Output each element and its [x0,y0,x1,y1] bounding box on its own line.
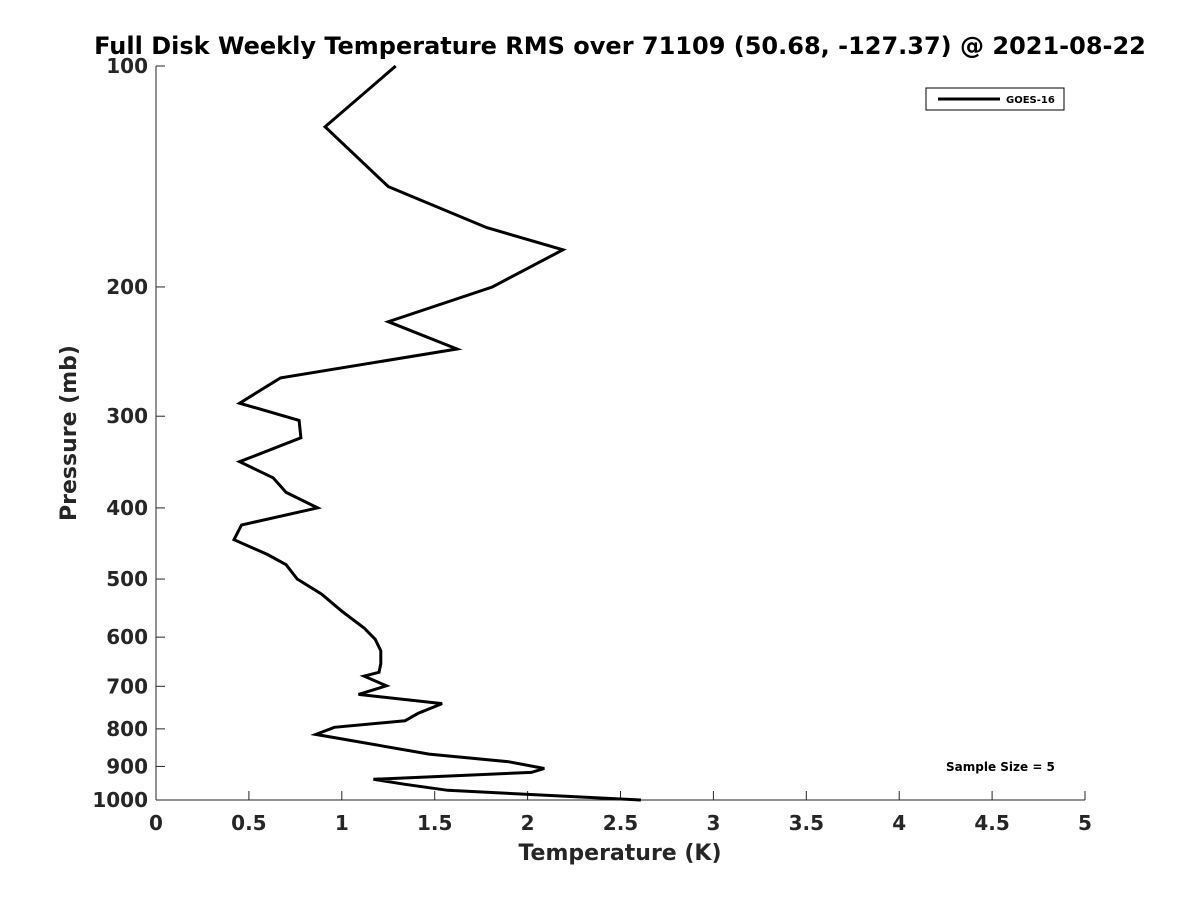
x-tick-label: 1.5 [417,811,452,835]
y-axis-label: Pressure (mb) [57,345,82,521]
x-tick-label: 2 [521,811,535,835]
chart-title: Full Disk Weekly Temperature RMS over 71… [94,32,1146,60]
y-tick-label: 700 [106,674,148,698]
y-tick-label: 400 [106,496,148,520]
x-tick-label: 0.5 [231,811,266,835]
y-tick-label: 100 [106,54,148,78]
x-tick-label: 4 [892,811,906,835]
x-axis-label: Temperature (K) [518,841,721,866]
x-tick-label: 5 [1078,811,1092,835]
series-line-goes-16 [231,64,641,802]
legend-label-goes-16: GOES-16 [1006,95,1055,106]
x-tick-label: 3 [706,811,720,835]
y-tick-label: 300 [106,404,148,428]
y-axis-ticks: 100 200 300 400 500 600 700 800 900 1000 [92,54,165,812]
series-layer [231,64,641,802]
legend: GOES-16 [925,87,1065,111]
x-tick-label: 1 [335,811,349,835]
y-tick-label: 500 [106,567,148,591]
y-tick-label: 900 [106,754,148,778]
y-tick-label: 200 [106,275,148,299]
x-tick-label: 0 [149,811,163,835]
x-tick-label: 3.5 [789,811,824,835]
x-tick-label: 4.5 [974,811,1009,835]
sample-size-annotation: Sample Size = 5 [946,760,1055,774]
y-tick-label: 1000 [92,788,148,812]
x-tick-label: 2.5 [603,811,638,835]
x-axis-ticks: 0 0.5 1 1.5 2 2.5 3 3.5 4 4.5 5 [149,791,1092,835]
y-tick-label: 800 [106,717,148,741]
y-tick-label: 600 [106,625,148,649]
